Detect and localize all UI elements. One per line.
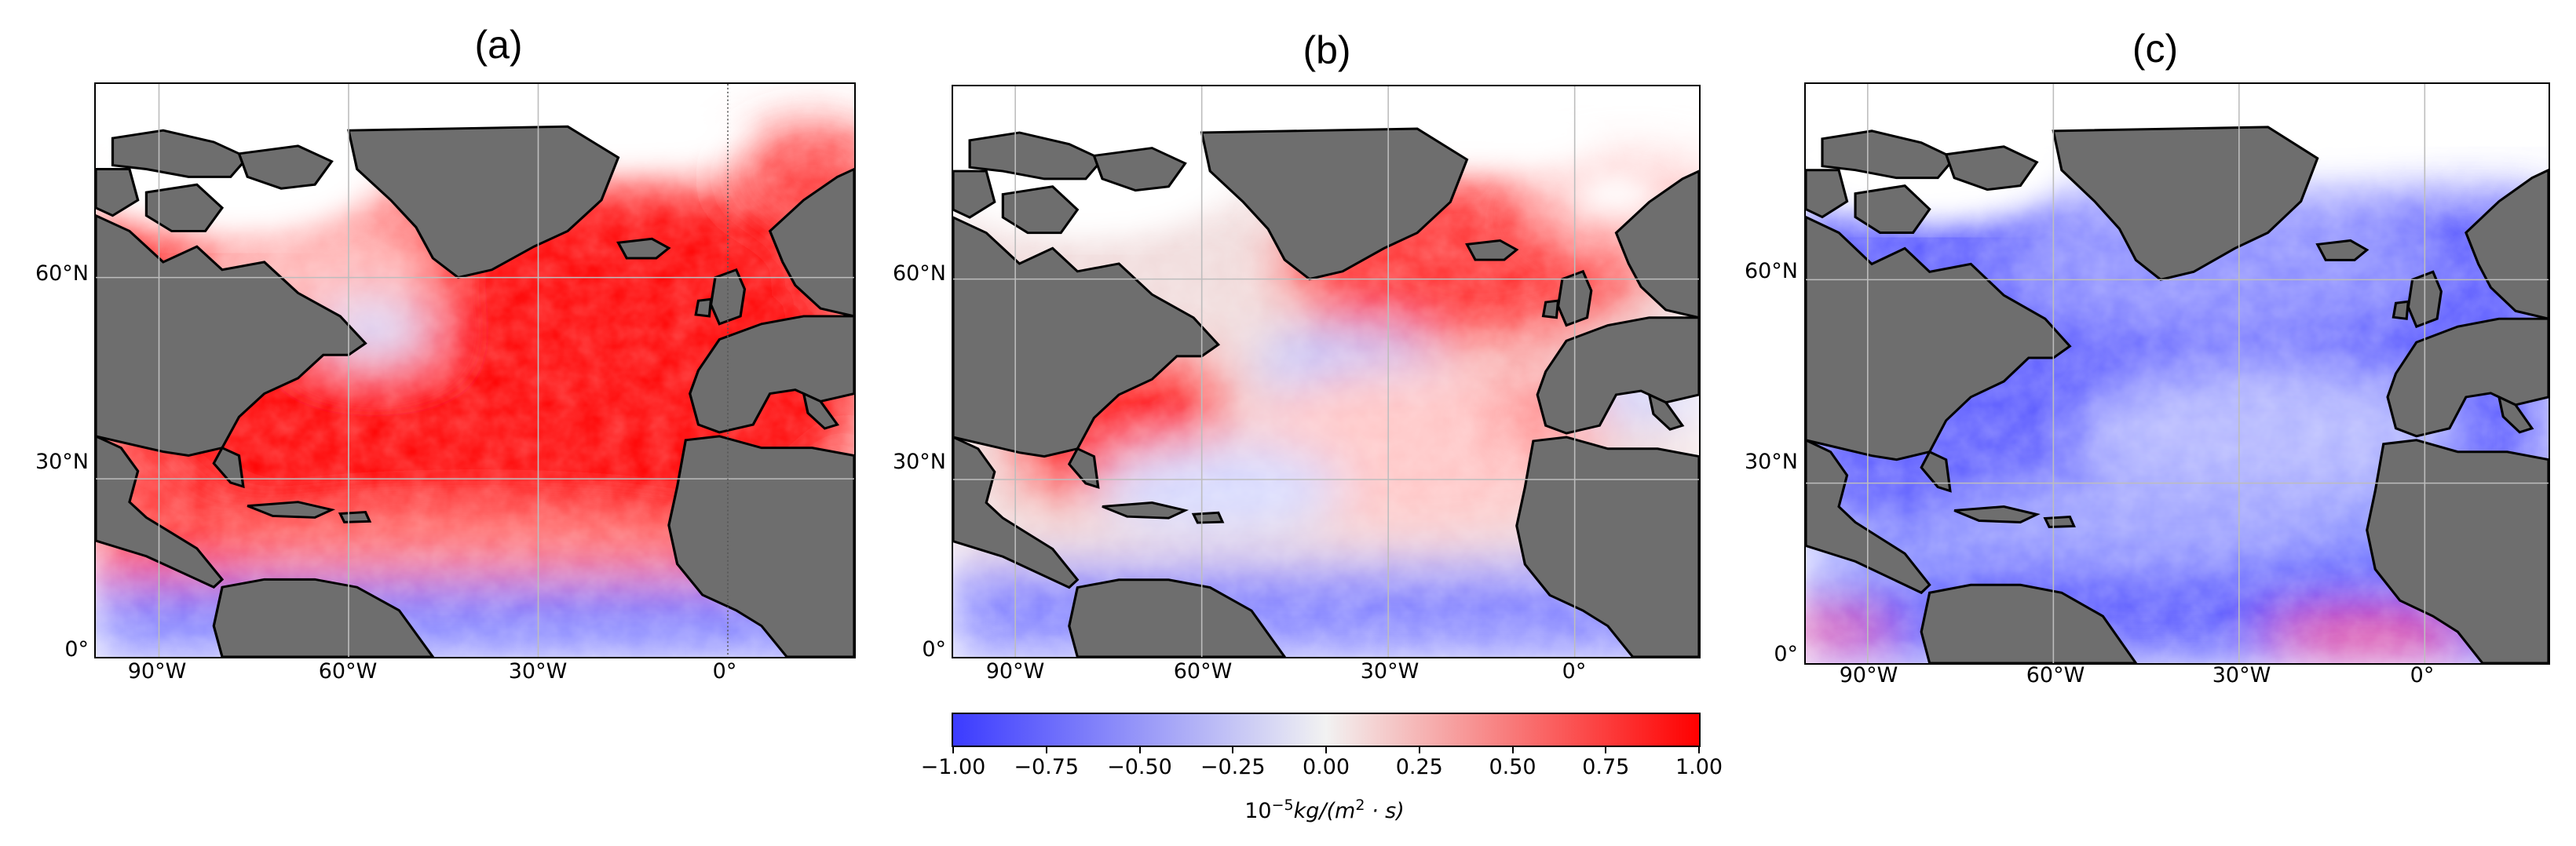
colorbar-tick-label: 0.50 (1489, 755, 1536, 779)
map-panel-c (1804, 82, 2550, 665)
map-panel-a (94, 82, 856, 658)
colorbar-tickmark (1418, 746, 1420, 753)
unit-tail: · s) (1365, 799, 1405, 823)
colorbar-gradient (953, 714, 1699, 746)
lat-tick-60n-a: 60°N (35, 261, 89, 286)
colorbar-tickmark (1138, 746, 1141, 753)
colorbar-tickmark (1698, 746, 1700, 753)
colorbar (952, 713, 1701, 747)
panel-c-title: (c) (2132, 27, 2179, 71)
lat-tick-30n-b: 30°N (892, 450, 946, 474)
colorbar-unit-label: 10−5kg/(m2 · s) (1128, 797, 1521, 823)
colorbar-tick-label: 0.25 (1395, 755, 1443, 779)
unit-base: 10 (1244, 799, 1272, 823)
colorbar-tickmark (1605, 746, 1607, 753)
lon-tick-90w-c: 90°W (1839, 663, 1898, 687)
lon-tick-90w-a: 90°W (127, 659, 187, 684)
lon-tick-90w-b: 90°W (985, 659, 1045, 684)
lat-tick-60n-c: 60°N (1744, 259, 1798, 283)
unit-exponent: −5 (1271, 797, 1294, 814)
lat-tick-0-c: 0° (1774, 642, 1798, 666)
lat-tick-30n-c: 30°N (1744, 450, 1798, 474)
lon-tick-0-c: 0° (2410, 663, 2435, 687)
panel-b-title: (b) (1303, 28, 1351, 72)
lon-tick-60w-b: 60°W (1173, 659, 1233, 684)
lon-tick-30w-b: 30°W (1360, 659, 1420, 684)
lon-tick-60w-c: 60°W (2026, 663, 2085, 687)
colorbar-tickmark (952, 746, 954, 753)
colorbar-tick-label: 0.75 (1582, 755, 1630, 779)
lon-tick-60w-a: 60°W (318, 659, 378, 684)
colorbar-tick-label: −1.00 (920, 755, 986, 779)
colorbar-tickmark (1232, 746, 1234, 753)
colorbar-tick-label: 0.00 (1302, 755, 1350, 779)
map-panel-b (952, 85, 1701, 658)
colorbar-tickmark (1045, 746, 1047, 753)
colorbar-tick-label: 1.00 (1675, 755, 1723, 779)
panel-a-title: (a) (474, 23, 523, 67)
colorbar-tickmark (1325, 746, 1327, 753)
lat-tick-0-a: 0° (64, 637, 89, 662)
lon-tick-0-a: 0° (712, 659, 737, 684)
map-panel-a-svg (96, 84, 854, 657)
lat-tick-0-b: 0° (922, 637, 946, 662)
colorbar-tickmark (1511, 746, 1514, 753)
colorbar-tick-label: −0.25 (1200, 755, 1266, 779)
map-panel-c-svg (1806, 84, 2549, 663)
map-panel-b-svg (953, 86, 1699, 657)
unit-exponent-2: 2 (1355, 797, 1365, 814)
colorbar-tick-label: −0.50 (1107, 755, 1172, 779)
unit-text: kg/(m (1293, 799, 1356, 823)
lat-tick-60n-b: 60°N (892, 261, 946, 286)
lon-tick-30w-c: 30°W (2212, 663, 2271, 687)
colorbar-tick-label: −0.75 (1014, 755, 1080, 779)
lon-tick-0-b: 0° (1562, 659, 1587, 684)
lon-tick-30w-a: 30°W (508, 659, 568, 684)
lat-tick-30n-a: 30°N (35, 450, 89, 474)
